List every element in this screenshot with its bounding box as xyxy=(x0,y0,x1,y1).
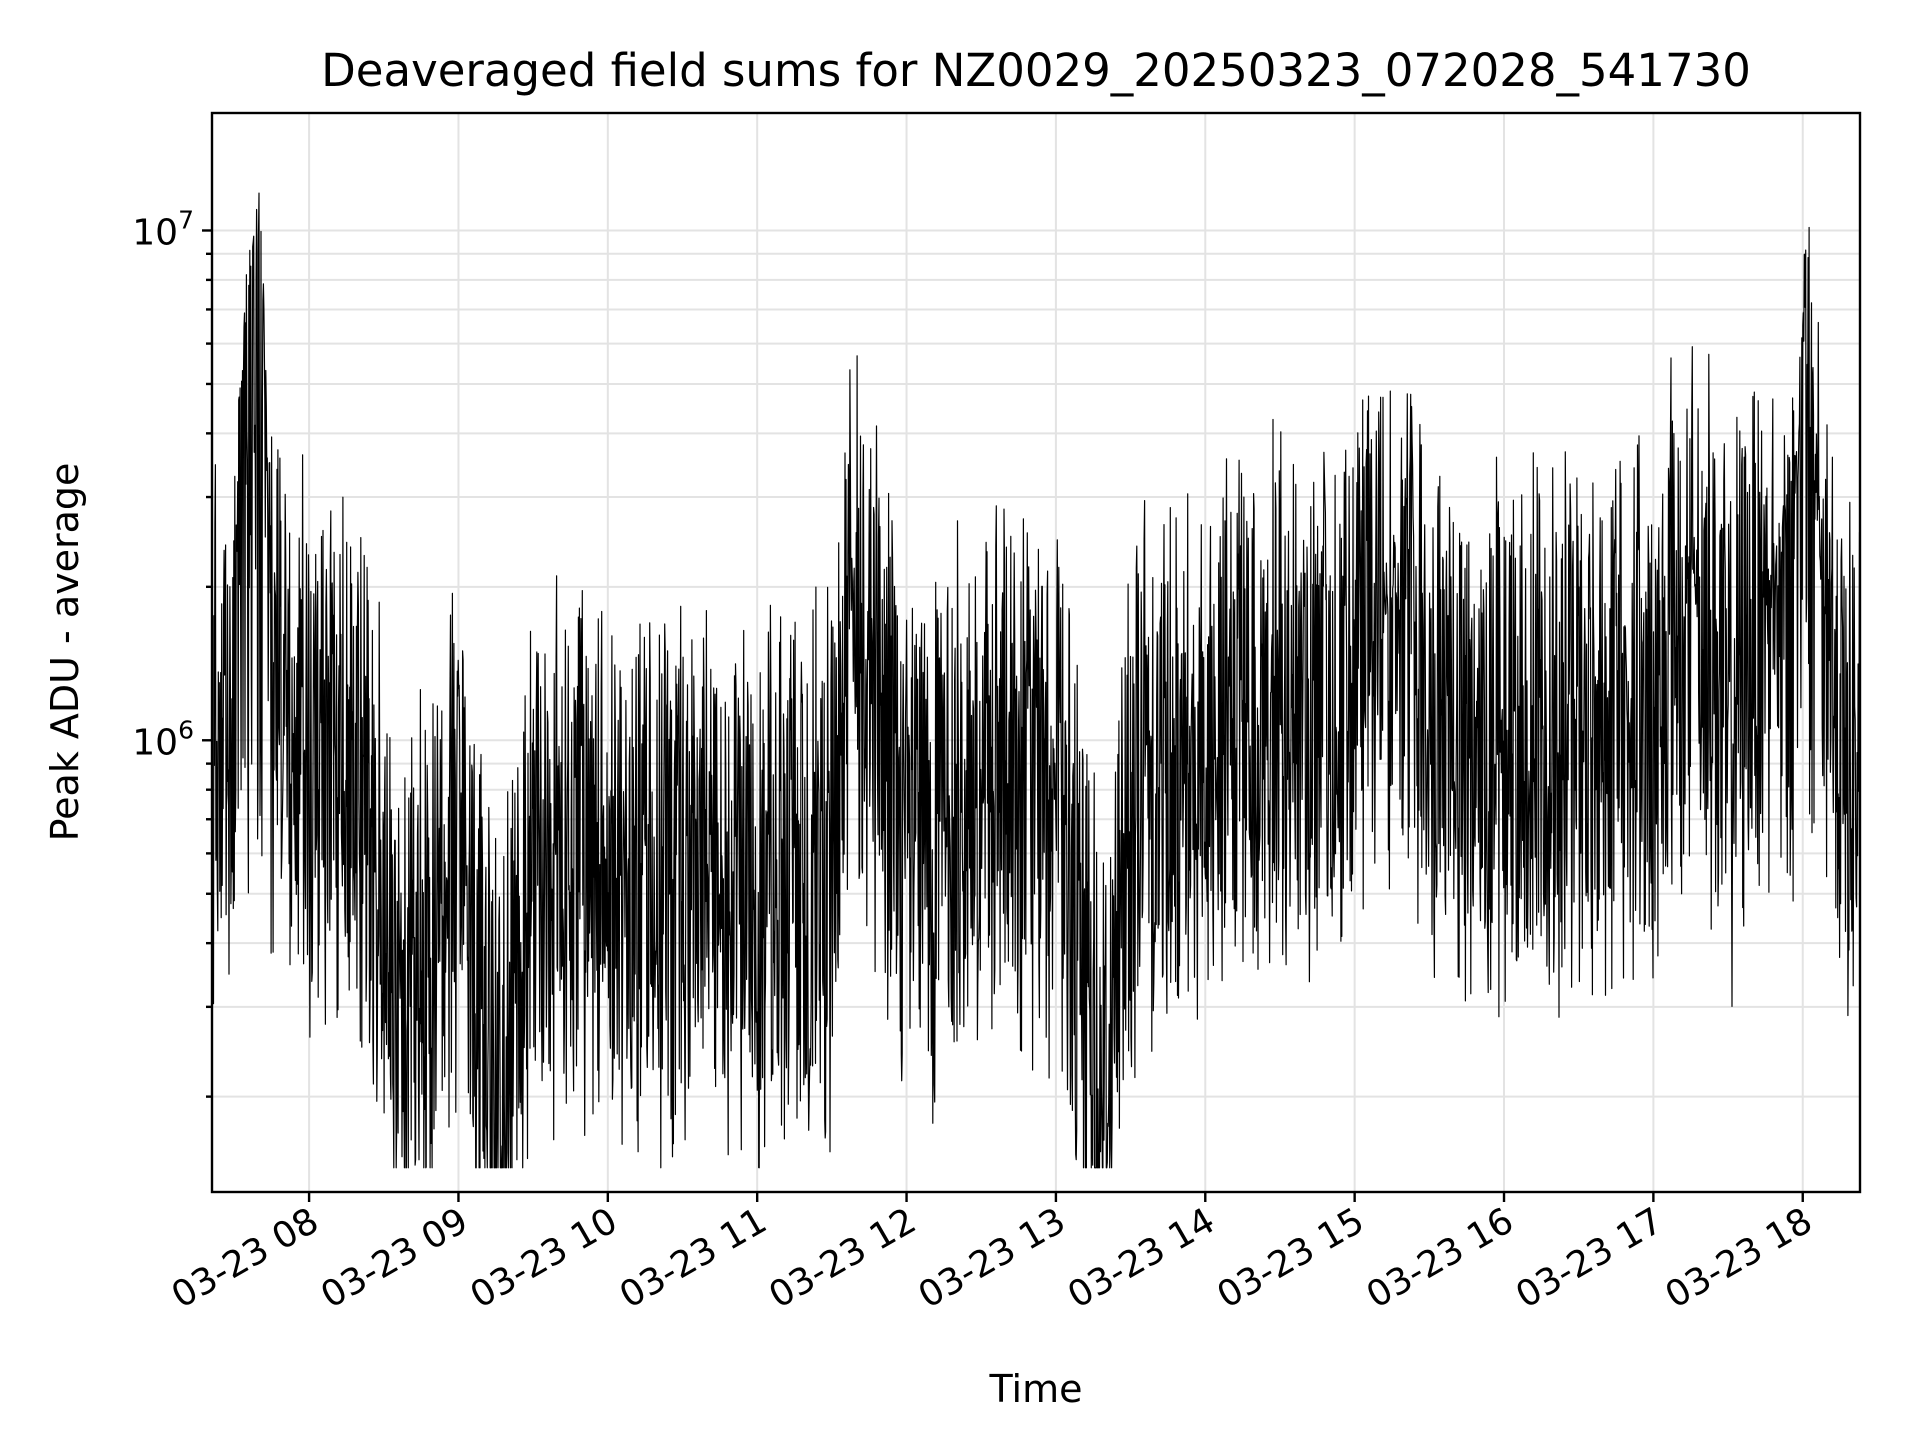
y-tick-label: 107 xyxy=(132,205,194,253)
plot-area xyxy=(212,192,1860,1169)
y-axis-label: Peak ADU - average xyxy=(43,463,87,842)
grid-layer xyxy=(212,113,1860,1192)
series-line xyxy=(212,192,1860,1169)
plot-frame xyxy=(210,111,1862,1194)
y-tick-label: 106 xyxy=(132,715,194,763)
chart-title: Deaveraged field sums for NZ0029_2025032… xyxy=(321,44,1751,97)
x-axis-label: Time xyxy=(989,1367,1083,1411)
